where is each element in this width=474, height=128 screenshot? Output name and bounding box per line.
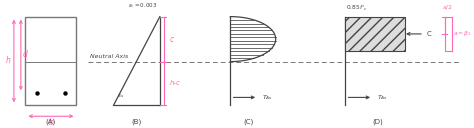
Text: b: b — [48, 118, 54, 127]
Text: $a=\beta_1$: $a=\beta_1$ — [453, 29, 472, 38]
Text: $\varepsilon_c = 0.003$: $\varepsilon_c = 0.003$ — [128, 1, 157, 10]
Text: (A): (A) — [46, 118, 56, 125]
Text: $T_{As}$: $T_{As}$ — [377, 93, 388, 102]
Text: (B): (B) — [132, 118, 142, 125]
Text: h: h — [5, 56, 10, 65]
Text: Neutral Axis: Neutral Axis — [91, 54, 128, 58]
Text: $\varepsilon_s$: $\varepsilon_s$ — [117, 93, 125, 100]
Text: $0.85\,f'_c$: $0.85\,f'_c$ — [346, 4, 368, 13]
Text: c: c — [170, 35, 174, 44]
Text: C: C — [426, 31, 431, 37]
Text: h-c: h-c — [170, 80, 181, 86]
Bar — [345, 17, 405, 51]
Text: $T_{As}$: $T_{As}$ — [262, 93, 273, 102]
Text: a/2: a/2 — [443, 5, 453, 10]
Text: d: d — [23, 50, 28, 59]
Text: (C): (C) — [244, 118, 254, 125]
Text: (D): (D) — [372, 118, 383, 125]
